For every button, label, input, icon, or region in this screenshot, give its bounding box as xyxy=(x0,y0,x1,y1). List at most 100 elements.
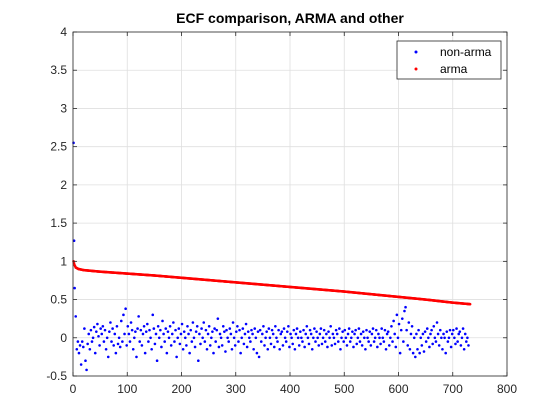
non-arma-point xyxy=(128,340,132,343)
non-arma-point xyxy=(411,351,415,355)
non-arma-series xyxy=(72,141,470,372)
non-arma-point xyxy=(339,347,342,351)
non-arma-point xyxy=(72,239,76,242)
non-arma-point xyxy=(381,336,385,340)
non-arma-point xyxy=(159,328,162,332)
non-arma-point xyxy=(137,315,140,318)
non-arma-point xyxy=(130,328,134,332)
non-arma-point xyxy=(261,332,264,336)
non-arma-point xyxy=(88,347,92,351)
non-arma-point xyxy=(215,328,219,332)
non-arma-point xyxy=(98,344,101,347)
non-arma-point xyxy=(359,332,363,336)
non-arma-point xyxy=(368,330,372,333)
non-arma-point xyxy=(361,330,365,333)
non-arma-point xyxy=(287,325,290,328)
x-tick-label: 0 xyxy=(70,382,77,396)
x-tick-label: 300 xyxy=(226,382,246,396)
non-arma-point xyxy=(206,332,210,336)
non-arma-point xyxy=(187,332,190,336)
non-arma-point xyxy=(395,313,399,317)
non-arma-point xyxy=(366,336,369,340)
non-arma-point xyxy=(82,345,85,349)
non-arma-point xyxy=(346,332,350,336)
non-arma-point xyxy=(195,325,199,328)
non-arma-point xyxy=(175,355,178,359)
non-arma-point xyxy=(431,342,434,346)
non-arma-point xyxy=(162,332,165,336)
non-arma-point xyxy=(189,328,193,332)
non-arma-point xyxy=(299,330,302,333)
non-arma-point xyxy=(208,344,212,347)
non-arma-point xyxy=(308,328,312,332)
non-arma-point xyxy=(233,344,237,347)
non-arma-point xyxy=(198,332,201,336)
non-arma-point xyxy=(252,347,255,351)
non-arma-point xyxy=(341,330,344,333)
y-tick-label: 3 xyxy=(60,101,67,115)
non-arma-point xyxy=(355,342,359,346)
non-arma-point xyxy=(435,321,439,324)
non-arma-point xyxy=(243,332,247,336)
non-arma-point xyxy=(371,327,375,330)
non-arma-point xyxy=(229,332,233,336)
non-arma-point xyxy=(350,336,353,340)
non-arma-point xyxy=(239,351,242,355)
non-arma-point xyxy=(234,330,238,333)
non-arma-point xyxy=(97,334,100,338)
non-arma-point xyxy=(241,327,245,330)
y-tick-label: 1 xyxy=(60,254,67,268)
non-arma-point xyxy=(84,359,87,363)
non-arma-point xyxy=(89,328,93,332)
non-arma-point xyxy=(462,347,466,351)
non-arma-point xyxy=(174,328,177,332)
non-arma-point xyxy=(373,336,377,340)
non-arma-point xyxy=(183,336,187,340)
non-arma-point xyxy=(160,345,163,349)
non-arma-point xyxy=(264,336,267,340)
non-arma-point xyxy=(440,336,443,340)
non-arma-point xyxy=(427,336,430,340)
non-arma-point xyxy=(124,307,127,311)
non-arma-point xyxy=(242,342,246,346)
non-arma-point xyxy=(456,340,459,343)
non-arma-point xyxy=(325,332,328,336)
non-arma-point xyxy=(466,336,469,340)
legend-label-arma: arma xyxy=(440,62,468,76)
non-arma-point xyxy=(460,336,464,340)
non-arma-point xyxy=(113,332,117,336)
non-arma-point xyxy=(210,336,213,340)
non-arma-point xyxy=(310,347,314,351)
non-arma-point xyxy=(164,327,168,330)
non-arma-point xyxy=(455,327,458,330)
non-arma-point xyxy=(125,344,129,347)
x-tick-label: 100 xyxy=(117,382,137,396)
non-arma-point xyxy=(108,330,111,333)
non-arma-point xyxy=(380,327,383,330)
non-arma-point xyxy=(301,340,304,343)
non-arma-point xyxy=(428,345,431,349)
non-arma-point xyxy=(180,322,184,326)
non-arma-point xyxy=(392,319,395,323)
non-arma-point xyxy=(76,340,80,343)
non-arma-point xyxy=(343,328,347,332)
non-arma-point xyxy=(92,325,96,329)
non-arma-point xyxy=(213,327,216,330)
non-arma-point xyxy=(278,347,281,351)
non-arma-point xyxy=(422,350,426,353)
non-arma-point xyxy=(377,332,380,336)
non-arma-point xyxy=(269,342,273,346)
non-arma-point xyxy=(367,340,370,343)
non-arma-point xyxy=(115,325,119,328)
non-arma-point xyxy=(418,351,421,355)
non-arma-point xyxy=(453,336,456,340)
non-arma-point xyxy=(450,332,454,336)
non-arma-point xyxy=(144,330,148,333)
non-arma-point xyxy=(467,344,470,347)
x-tick-label: 500 xyxy=(334,382,354,396)
non-arma-point xyxy=(458,330,462,333)
non-arma-point xyxy=(463,332,467,336)
non-arma-point xyxy=(228,327,232,330)
non-arma-point xyxy=(192,336,196,340)
